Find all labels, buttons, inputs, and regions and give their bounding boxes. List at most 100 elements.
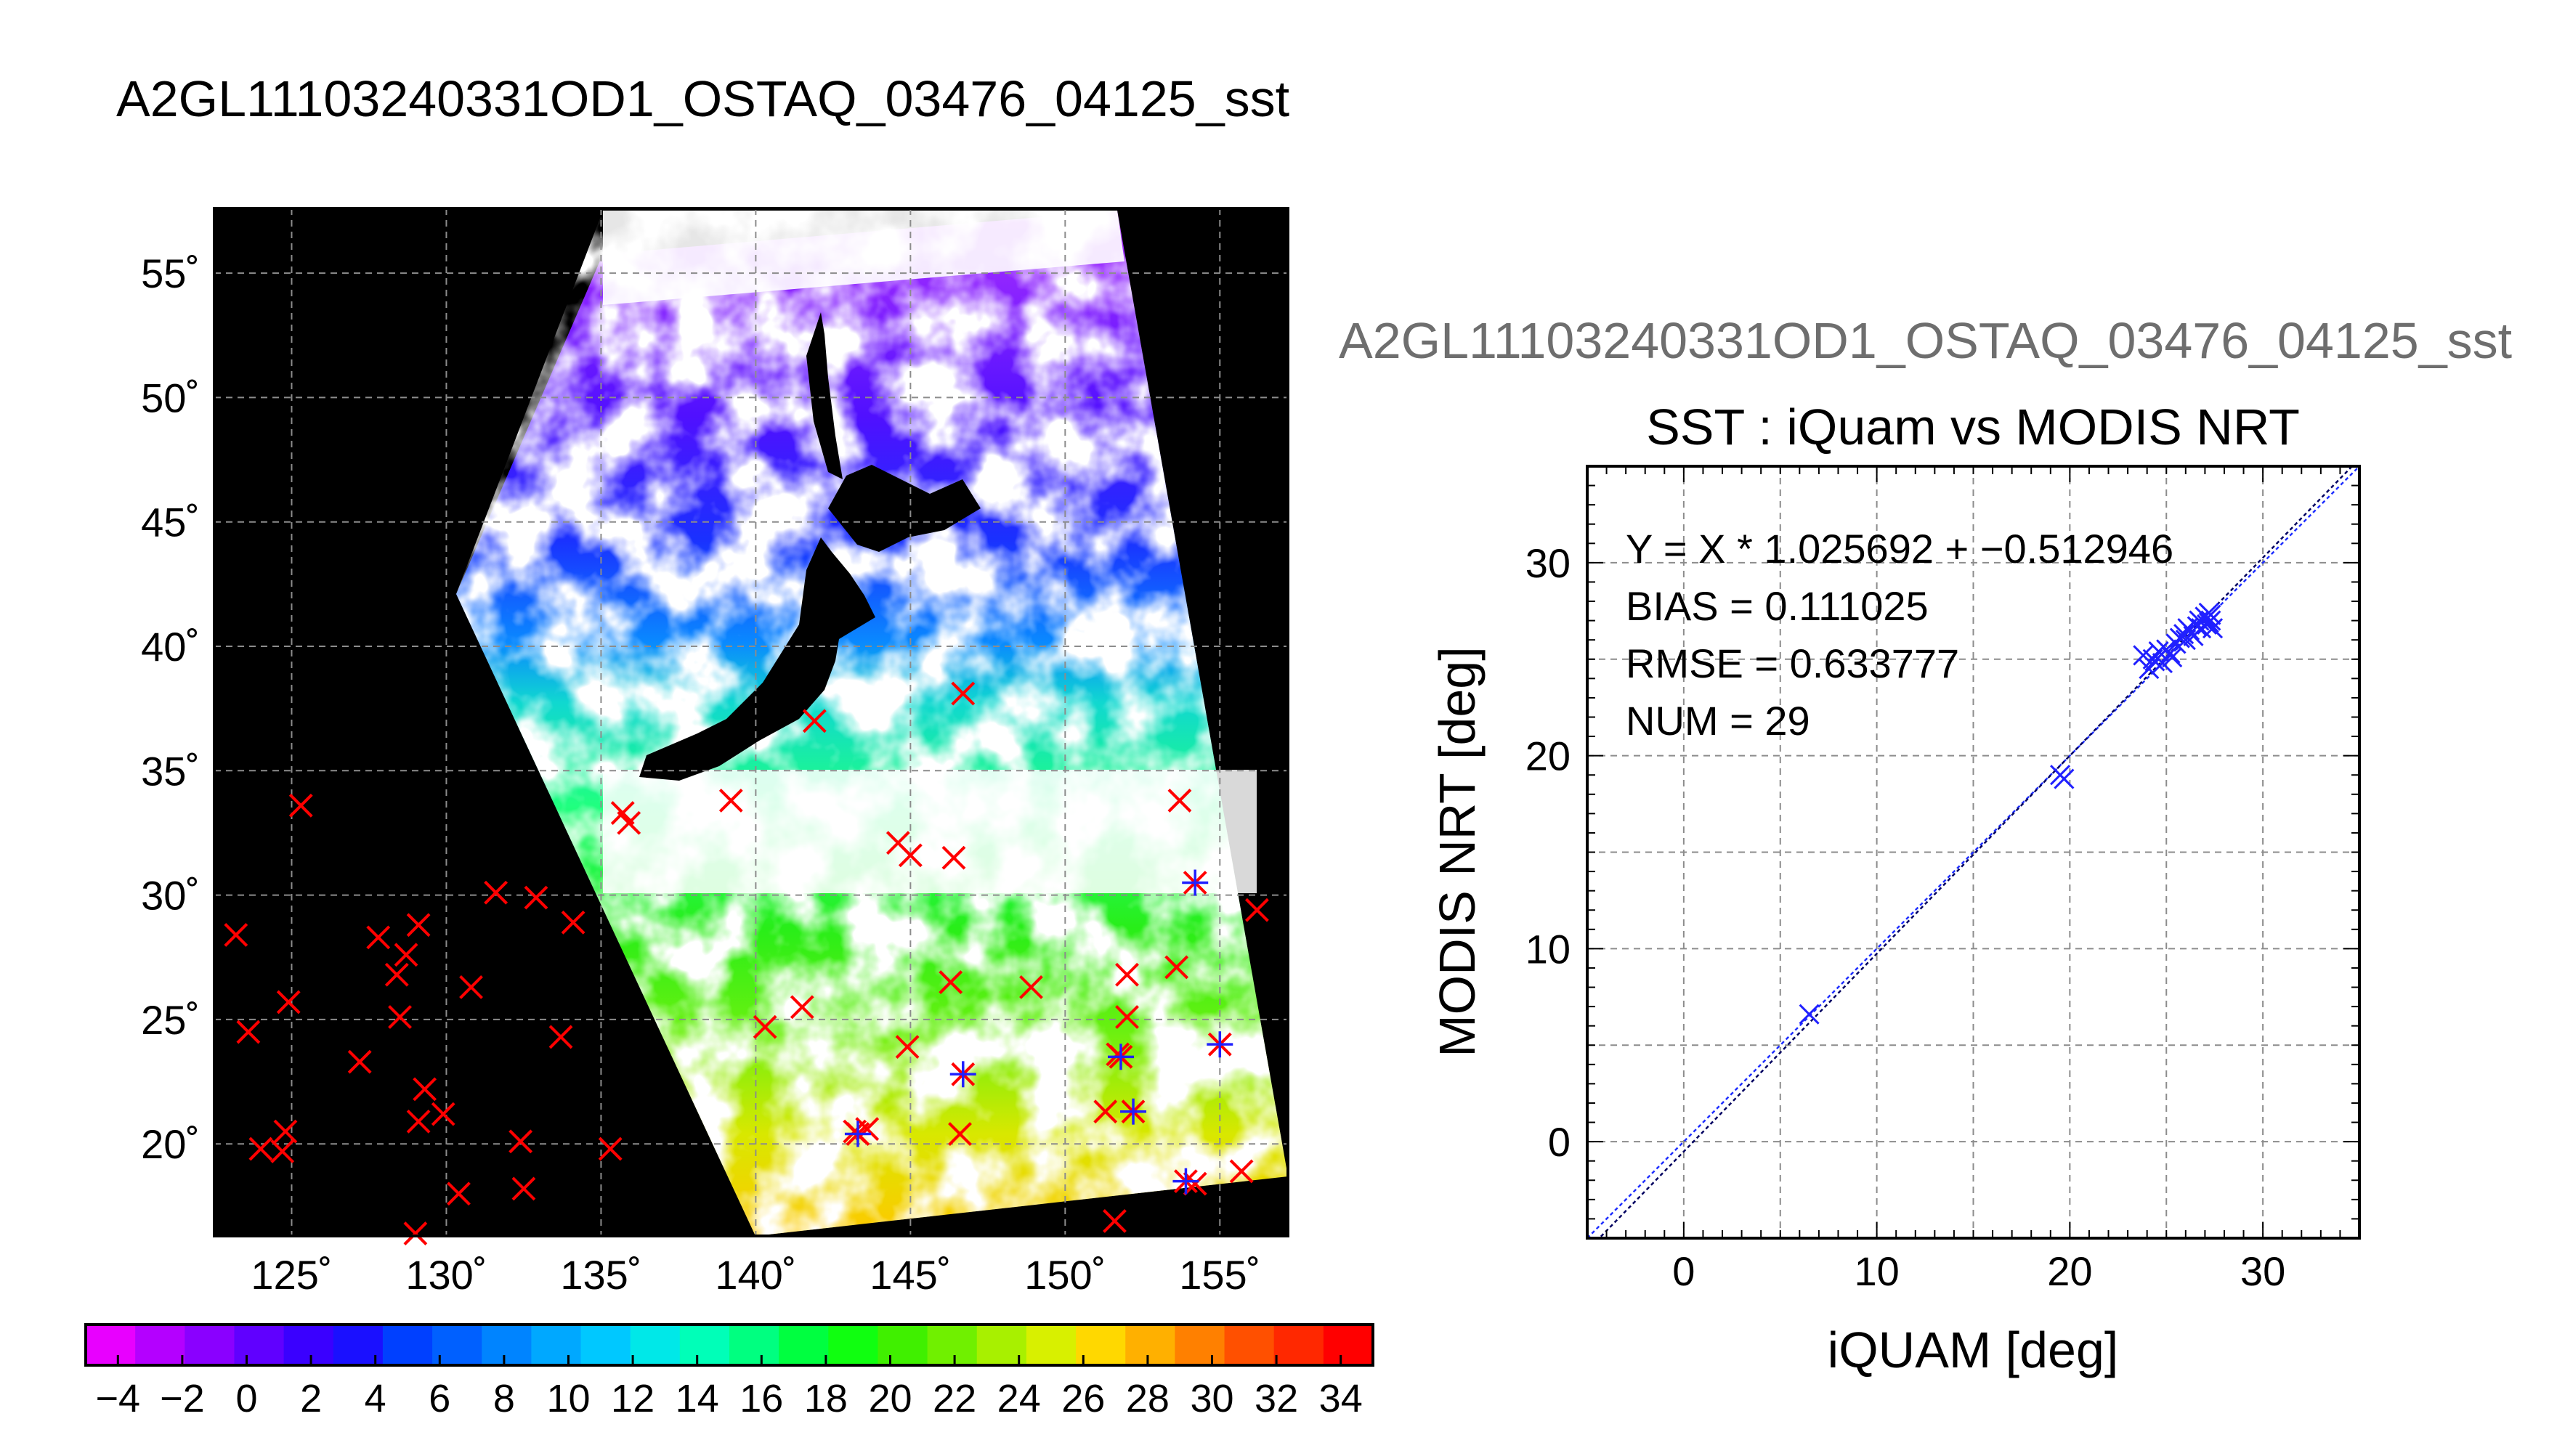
map-match-marker <box>1229 1159 1254 1184</box>
map-matched-marker <box>844 1121 871 1147</box>
scatter-point <box>2152 653 2173 674</box>
colorbar-cell <box>1323 1325 1374 1365</box>
colorbar-tick-label: 18 <box>804 1377 848 1420</box>
map-lat-tick-label: 30˚ <box>141 873 200 919</box>
map-matched-marker <box>949 1061 976 1088</box>
colorbar-cells <box>86 1325 1374 1365</box>
map-grid <box>214 208 1288 1236</box>
map-lon-tick-label: 145˚ <box>870 1252 951 1298</box>
map-match-marker <box>1103 1209 1127 1233</box>
scatter-x-tick-label: 0 <box>1672 1248 1695 1294</box>
map-lon-tick-label: 150˚ <box>1024 1252 1106 1298</box>
scatter-annotation: Y = X * 1.025692 + −0.512946 <box>1626 526 2173 572</box>
map-lat-tick-label: 40˚ <box>141 624 200 670</box>
colorbar-cell <box>482 1325 532 1365</box>
map-match-marker <box>403 1221 428 1245</box>
scatter-x-axis-label: iQUAM [deg] <box>1828 1322 2119 1378</box>
colorbar-cell <box>135 1325 185 1365</box>
map-match-marker <box>1019 975 1043 999</box>
colorbar-cell <box>1224 1325 1275 1365</box>
colorbar-cell <box>878 1325 928 1365</box>
scatter-y-tick-label: 30 <box>1525 540 1571 586</box>
map-lat-tick-label: 35˚ <box>141 748 200 794</box>
map-match-marker <box>406 913 431 938</box>
map-match-marker <box>598 1136 623 1161</box>
map-match-marker <box>236 1020 261 1044</box>
colorbar-cell <box>1125 1325 1175 1365</box>
map-match-marker <box>447 1182 471 1206</box>
scatter-y-tick-label: 20 <box>1525 733 1571 779</box>
scatter-x-tick-label: 30 <box>2240 1248 2285 1294</box>
map-match-marker <box>511 1176 536 1201</box>
colorbar-cell <box>1175 1325 1225 1365</box>
map-lat-tick-labels: 20˚ 25˚ 30˚ 35˚ 40˚ 45˚ 50˚ 55˚ <box>141 251 200 1167</box>
scatter-x-tick-label: 20 <box>2047 1248 2092 1294</box>
map-match-marker <box>273 1119 298 1144</box>
scatter-point <box>2144 651 2165 672</box>
scatter-x-tick-labels: 0 10 20 30 <box>1672 1248 2285 1294</box>
colorbar-cell <box>729 1325 779 1365</box>
map-match-marker <box>384 962 409 987</box>
colorbar-tick-label: 20 <box>868 1377 912 1420</box>
map-match-marker <box>270 1139 295 1163</box>
fit-line <box>1597 466 2354 1238</box>
scatter-point <box>2160 643 2181 664</box>
map-lon-tick-label: 140˚ <box>715 1252 796 1298</box>
map-lat-tick-label: 25˚ <box>141 997 200 1043</box>
colorbar-cell <box>531 1325 582 1365</box>
map-lat-tick-label: 20˚ <box>141 1121 200 1167</box>
right-title: A2GL11103240331OD1_OSTAQ_03476_04125_sst <box>1339 312 2512 369</box>
scatter-annotation: NUM = 29 <box>1626 698 1810 744</box>
map-match-marker <box>508 1129 533 1154</box>
colorbar-tick-label: 16 <box>739 1377 783 1420</box>
map-match-marker <box>548 1025 573 1049</box>
land-honshu <box>639 537 875 781</box>
map-match-marker <box>753 1014 777 1039</box>
map-lat-tick-label: 50˚ <box>141 375 200 420</box>
map-matched-marker <box>1182 869 1209 896</box>
colorbar-cell <box>828 1325 879 1365</box>
map-match-marker <box>388 1005 412 1029</box>
map-match-marker <box>524 885 548 910</box>
map-match-marker <box>484 880 508 905</box>
scatter-annotations: Y = X * 1.025692 + −0.512946 BIAS = 0.111… <box>1626 526 2173 744</box>
map-lon-tick-label: 125˚ <box>251 1252 332 1298</box>
map-panel: 125˚ 130˚ 135˚ 140˚ 145˚ 150˚ 155˚ 20˚ 25˚ 30˚ 35… <box>141 207 1289 1298</box>
map-frame <box>213 207 1289 1237</box>
scatter-title: SST : iQuam vs MODIS NRT <box>1646 399 2300 455</box>
scatter-point <box>2177 618 2198 639</box>
map-markers <box>224 681 1269 1245</box>
colorbar-cell <box>1026 1325 1077 1365</box>
colorbar-tick-label: 10 <box>546 1377 590 1420</box>
map-match-marker <box>939 970 963 994</box>
map-matched-marker <box>1120 1098 1147 1125</box>
map-match-marker <box>895 1035 920 1060</box>
map-match-marker <box>248 1136 273 1161</box>
map-lon-tick-label: 135˚ <box>560 1252 641 1298</box>
colorbar-tick-label: 24 <box>997 1377 1041 1420</box>
map-match-marker <box>1115 962 1139 987</box>
swath-cloud-cover <box>456 211 1288 1236</box>
map-match-marker <box>406 1109 431 1134</box>
colorbar-cell <box>234 1325 285 1365</box>
scatter-y-tick-label: 0 <box>1548 1119 1571 1165</box>
scatter-y-axis-label: MODIS NRT [deg] <box>1429 646 1486 1057</box>
colorbar-cell <box>679 1325 730 1365</box>
colorbar-cell <box>630 1325 681 1365</box>
map-match-marker <box>790 995 814 1020</box>
land-hokkaido <box>828 465 981 552</box>
scatter-panel: SST : iQuam vs MODIS NRT 0 10 20 30 0 10 20 30… <box>1429 399 2361 1378</box>
map-match-marker <box>941 845 966 870</box>
map-matched-marker <box>1107 1044 1134 1070</box>
colorbar-tick-label: 28 <box>1126 1377 1170 1420</box>
map-match-marker <box>413 1077 437 1102</box>
scatter-annotation: BIAS = 0.111025 <box>1626 583 1929 629</box>
scatter-point <box>2054 768 2075 789</box>
scatter-point <box>2162 647 2183 668</box>
map-lon-tick-label: 130˚ <box>405 1252 487 1298</box>
map-match-marker <box>431 1102 455 1126</box>
scatter-x-tick-label: 10 <box>1854 1248 1899 1294</box>
colorbar-cell <box>927 1325 978 1365</box>
identity-line <box>1587 466 2359 1238</box>
